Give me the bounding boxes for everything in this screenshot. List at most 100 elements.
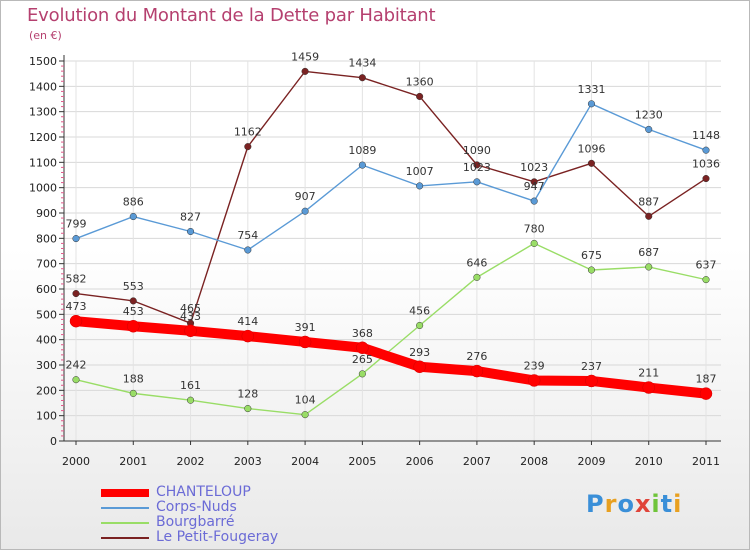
data-point [473,178,481,186]
data-point [244,246,252,254]
y-tick-label: 0 [50,435,57,448]
x-tick-label: 2006 [406,455,434,468]
data-point [72,376,80,384]
data-label: 1096 [577,142,605,155]
x-tick-label: 2009 [577,455,605,468]
y-tick-label: 400 [36,334,57,347]
data-point [585,374,598,388]
legend-label: Bourgbarré [156,514,235,530]
data-label: 799 [66,218,87,231]
data-point [184,324,197,338]
x-tick-label: 2011 [692,455,720,468]
y-tick-label: 1000 [29,182,57,195]
data-point [358,161,366,169]
legend-item: Le Petit-Fougeray [101,530,361,545]
data-label: 1434 [348,57,376,70]
series-line-corps-nuds [75,103,707,251]
data-point [645,212,653,220]
proxiti-logo: Proxiti [586,490,683,518]
data-label: 675 [581,249,602,262]
data-label: 239 [524,359,545,372]
data-point [244,143,252,151]
data-point [186,396,195,404]
data-point [702,146,710,154]
y-tick-label: 500 [36,308,57,321]
legend-swatch [101,507,149,509]
data-point [702,174,710,183]
chart-subtitle: (en €) [29,29,62,42]
y-tick-label: 100 [36,410,57,423]
data-point [587,100,596,108]
data-label: 687 [638,246,659,259]
x-tick-label: 2005 [348,455,376,468]
data-label: 1023 [463,161,491,174]
legend-swatch [101,522,149,524]
data-point [473,273,481,281]
data-point [587,266,596,274]
data-point [530,178,538,186]
legend-swatch [101,537,149,539]
data-point [301,411,309,419]
y-tick-label: 1300 [29,106,57,119]
legend-label: Le Petit-Fougeray [156,529,279,545]
data-point [530,239,538,247]
data-point [416,92,424,101]
x-tick-label: 2002 [177,455,205,468]
data-point [587,159,596,167]
data-label: 1331 [577,83,605,96]
data-point [645,263,653,271]
data-label: 1023 [520,161,548,174]
data-point [129,389,137,397]
data-point [69,314,83,328]
data-label: 553 [123,280,144,293]
data-label: 433 [180,310,201,323]
data-label: 907 [295,190,316,203]
data-label: 211 [638,367,659,380]
data-label: 1148 [692,129,720,142]
y-tick-label: 200 [36,384,57,397]
data-point [473,161,481,169]
data-label: 187 [696,373,717,386]
y-tick-label: 600 [36,283,57,296]
x-tick-label: 2008 [520,455,548,468]
legend-label: Corps-Nuds [156,499,237,515]
data-label: 188 [123,372,144,385]
legend-item: Corps-Nuds [101,500,361,515]
data-label: 1360 [406,75,434,88]
data-label: 265 [352,353,373,366]
data-point [699,387,713,400]
data-point [298,335,312,349]
x-tick-label: 2007 [463,455,491,468]
y-tick-label: 300 [36,359,57,372]
legend-label: CHANTELOUP [156,484,251,500]
data-label: 473 [66,300,87,313]
x-tick-label: 2004 [291,455,319,468]
data-point [470,364,484,378]
data-point [358,370,366,378]
data-point [527,374,541,387]
series-line-chanteloup [71,316,711,399]
data-point [358,74,366,82]
y-tick-label: 1500 [29,55,57,68]
y-tick-label: 900 [36,207,57,220]
data-label: 1230 [635,108,663,121]
data-label: 465 [180,302,201,315]
series-line-bourgbarr- [75,242,707,416]
y-tick-label: 1400 [29,80,57,93]
data-label: 637 [696,259,717,272]
data-label: 368 [352,327,373,340]
x-tick-label: 2000 [62,455,90,468]
legend-swatch [101,489,149,497]
data-point [129,212,137,221]
data-point [413,360,426,374]
y-tick-label: 700 [36,258,57,271]
data-label: 1459 [291,50,319,63]
data-label: 780 [524,222,545,235]
data-point [241,329,255,343]
data-point [127,319,140,333]
data-point [129,297,137,305]
data-label: 414 [237,315,258,328]
y-tick-label: 1200 [29,131,57,144]
data-label: 104 [295,394,316,407]
